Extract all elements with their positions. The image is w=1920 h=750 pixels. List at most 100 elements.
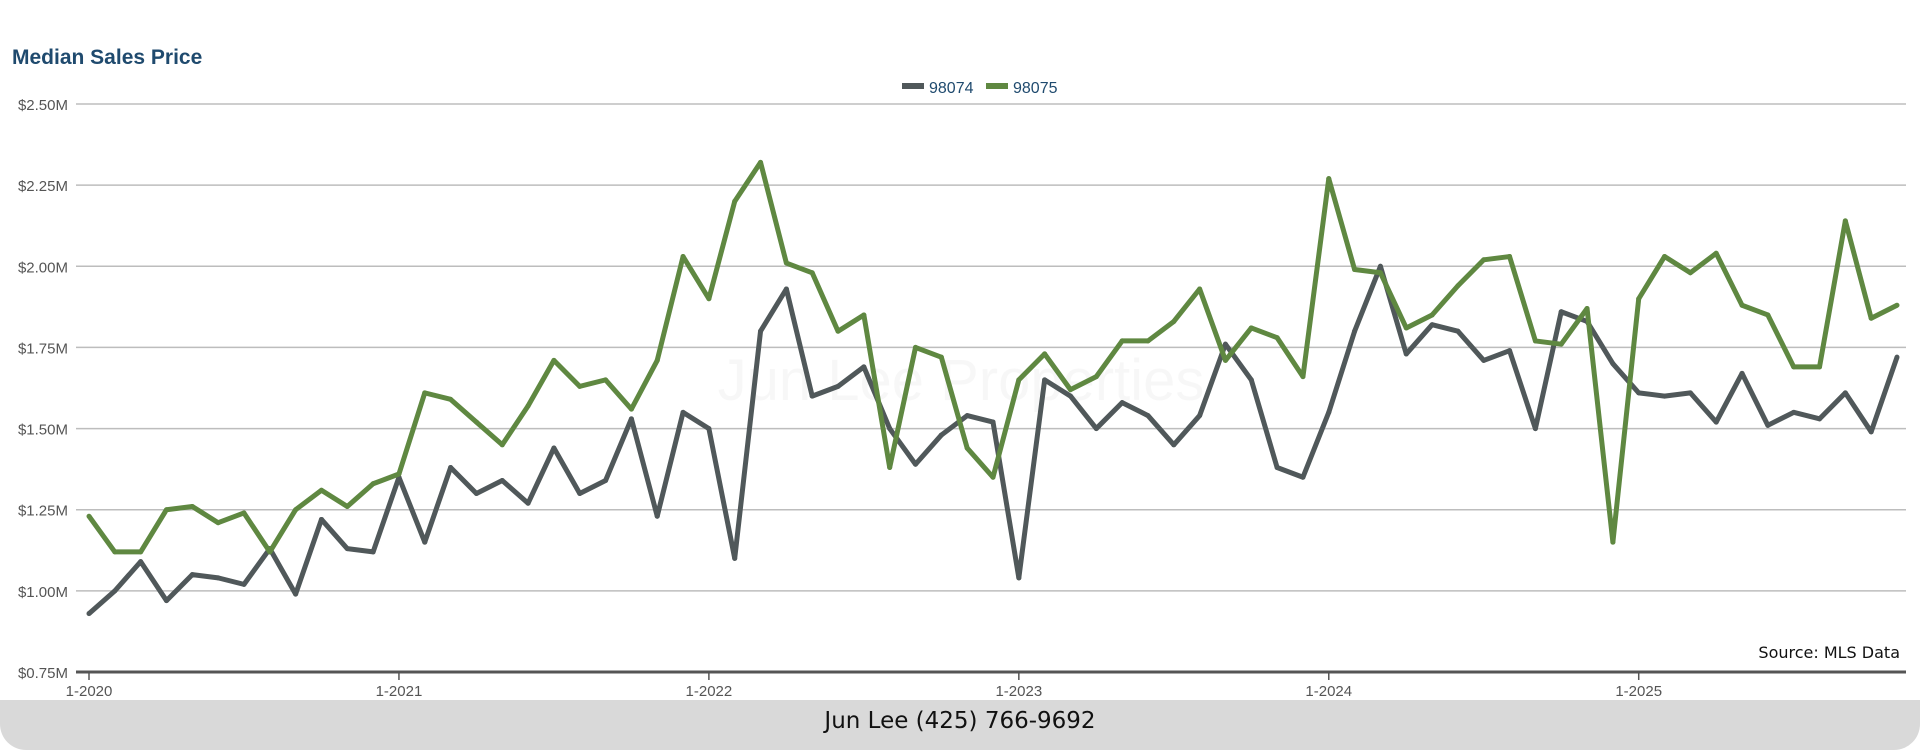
legend-label-98074[interactable]: 98074 [929, 80, 974, 97]
data-point-98075 [1145, 338, 1151, 344]
data-point-98074 [525, 500, 531, 506]
data-point-98074 [1791, 409, 1797, 415]
data-point-98074 [1481, 357, 1487, 363]
data-point-98075 [1610, 539, 1616, 545]
data-point-98074 [1507, 348, 1513, 354]
data-point-98075 [1507, 254, 1513, 260]
data-point-98075 [1868, 315, 1874, 321]
data-point-98075 [473, 419, 479, 425]
data-point-98075 [809, 270, 815, 276]
data-point-98074 [654, 513, 660, 519]
data-point-98074 [189, 572, 195, 578]
y-tick-label: $2.00M [18, 259, 68, 276]
data-point-98074 [1868, 429, 1874, 435]
data-point-98074 [1352, 328, 1358, 334]
data-point-98074 [990, 419, 996, 425]
data-point-98074 [112, 588, 118, 594]
data-point-98075 [1713, 250, 1719, 256]
data-point-98074 [1455, 328, 1461, 334]
data-point-98074 [1377, 263, 1383, 269]
data-point-98075 [422, 390, 428, 396]
data-point-98075 [318, 487, 324, 493]
data-point-98075 [448, 396, 454, 402]
data-point-98075 [1171, 318, 1177, 324]
y-tick-label: $0.75M [18, 665, 68, 682]
data-point-98074 [344, 546, 350, 552]
data-point-98075 [603, 377, 609, 383]
data-point-98075 [1455, 283, 1461, 289]
data-point-98075 [835, 328, 841, 334]
data-point-98074 [1274, 465, 1280, 471]
data-point-98075 [964, 445, 970, 451]
data-point-98075 [551, 357, 557, 363]
data-point-98075 [499, 442, 505, 448]
data-point-98075 [758, 159, 764, 165]
legend-swatch-98074 [902, 83, 924, 89]
data-point-98075 [86, 513, 92, 519]
data-point-98075 [1662, 254, 1668, 260]
source-note: Source: MLS Data [1758, 643, 1900, 662]
data-point-98075 [396, 471, 402, 477]
data-point-98074 [1042, 377, 1048, 383]
data-point-98075 [1739, 302, 1745, 308]
data-point-98074 [1222, 341, 1228, 347]
data-point-98074 [499, 478, 505, 484]
data-point-98075 [990, 474, 996, 480]
data-point-98074 [913, 461, 919, 467]
legend-swatch-98075 [986, 83, 1008, 89]
data-point-98074 [680, 409, 686, 415]
data-point-98074 [1817, 416, 1823, 422]
data-point-98074 [577, 490, 583, 496]
data-point-98075 [1403, 325, 1409, 331]
data-point-98074 [473, 490, 479, 496]
data-point-98074 [628, 416, 634, 422]
data-point-98075 [112, 549, 118, 555]
data-point-98075 [1248, 325, 1254, 331]
data-point-98075 [1326, 176, 1332, 182]
data-point-98075 [370, 481, 376, 487]
watermark: Jun Lee Properties [718, 348, 1205, 413]
data-point-98075 [163, 507, 169, 513]
data-point-98074 [938, 432, 944, 438]
data-point-98074 [1662, 393, 1668, 399]
y-tick-label: $1.75M [18, 340, 68, 357]
data-point-98074 [706, 426, 712, 432]
x-tick-label: 1-2021 [376, 683, 423, 700]
data-point-98075 [215, 520, 221, 526]
data-point-98075 [1016, 377, 1022, 383]
data-point-98074 [138, 559, 144, 565]
data-point-98074 [1713, 419, 1719, 425]
data-point-98074 [551, 445, 557, 451]
data-point-98074 [1739, 370, 1745, 376]
data-point-98075 [1197, 286, 1203, 292]
line-chart: Jun Lee Properties $0.75M $1.00M $1.25M $1.… [18, 80, 1906, 700]
data-point-98075 [1532, 338, 1538, 344]
y-tick-label: $1.25M [18, 503, 68, 520]
legend-label-98075[interactable]: 98075 [1013, 80, 1058, 97]
data-point-98075 [1842, 218, 1848, 224]
data-point-98074 [1145, 413, 1151, 419]
data-point-98074 [1894, 354, 1900, 360]
data-point-98075 [628, 406, 634, 412]
data-point-98074 [86, 611, 92, 617]
data-point-98074 [370, 549, 376, 555]
data-point-98075 [1791, 364, 1797, 370]
x-tick-label: 1-2020 [66, 683, 113, 700]
data-point-98074 [783, 286, 789, 292]
data-point-98074 [1558, 309, 1564, 315]
data-point-98074 [163, 598, 169, 604]
data-point-98074 [293, 591, 299, 597]
data-point-98075 [189, 503, 195, 509]
data-point-98075 [706, 296, 712, 302]
x-tick-label: 1-2023 [995, 683, 1042, 700]
data-point-98074 [1429, 322, 1435, 328]
chart-title: Median Sales Price [12, 46, 203, 69]
data-point-98075 [783, 260, 789, 266]
data-point-98075 [1558, 341, 1564, 347]
data-point-98074 [1636, 390, 1642, 396]
data-point-98075 [525, 403, 531, 409]
data-point-98074 [1248, 377, 1254, 383]
y-tick-label: $1.00M [18, 584, 68, 601]
data-point-98075 [1119, 338, 1125, 344]
data-point-98074 [1610, 361, 1616, 367]
